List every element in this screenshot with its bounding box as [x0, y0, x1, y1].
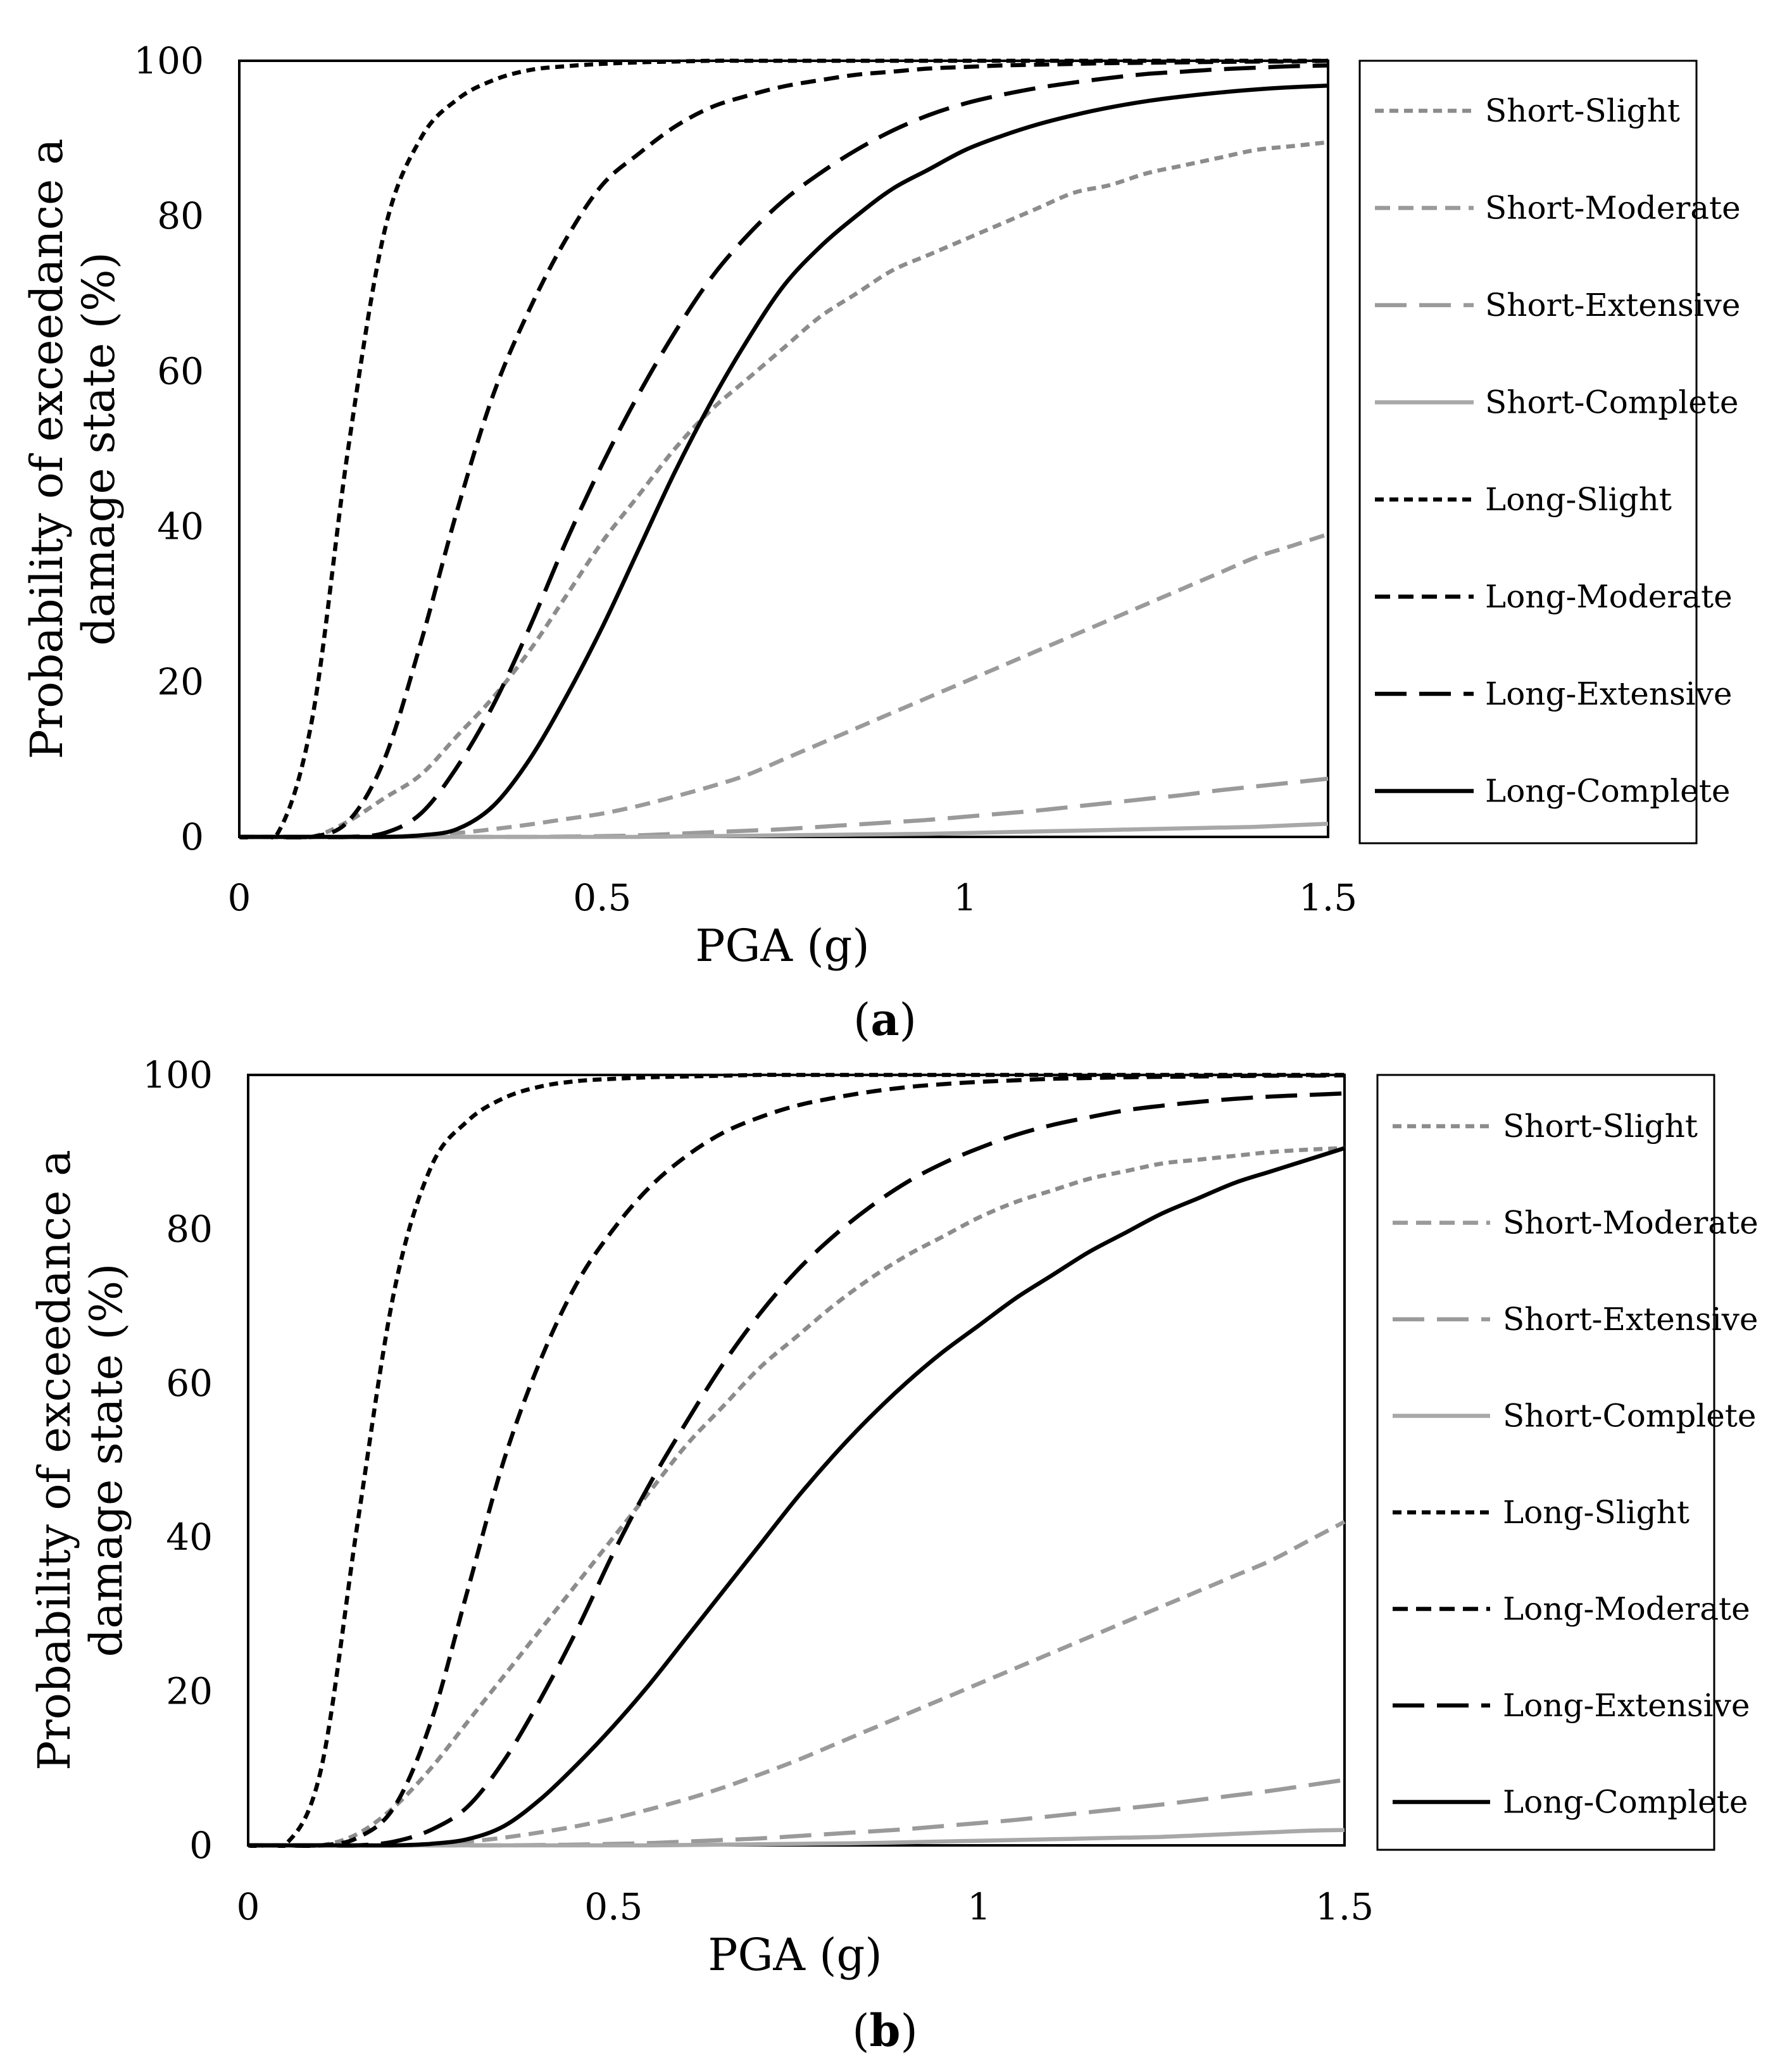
caption-letter: b: [870, 2004, 901, 2057]
x-tick-label: 1: [953, 876, 977, 919]
series-line-long-complete: [239, 83, 1329, 839]
series-line-short-slight: [248, 1146, 1345, 1848]
legend-label: Long-Complete: [1485, 773, 1730, 810]
legend-label: Short-Complete: [1485, 384, 1739, 421]
series-line-short-slight: [239, 140, 1329, 839]
y-tick-label: 0: [180, 815, 204, 858]
legend-frame: [1376, 1074, 1715, 1851]
y-tick-label: 20: [157, 660, 204, 703]
y-tick-label: 0: [189, 1824, 213, 1867]
legend-label: Short-Slight: [1485, 92, 1680, 129]
y-tick-label: 100: [134, 39, 204, 82]
y-tick-label: 80: [166, 1207, 213, 1250]
legend-label: Short-Moderate: [1485, 190, 1741, 227]
legend: Short-Slight Short-Moderate Short-Extensiv…: [1376, 1074, 1759, 1851]
x-tick-label: 0: [237, 1885, 260, 1928]
caption-open: (: [852, 2005, 869, 2057]
x-tick-label: 0.5: [573, 876, 631, 919]
panel-caption: (b): [852, 2004, 918, 2057]
series-line-long-complete: [248, 1146, 1345, 1848]
legend-label: Long-Moderate: [1503, 1591, 1750, 1628]
y-axis-title-line1: Probability of exceedance a: [21, 139, 73, 760]
y-axis-title-line2: damage state (%): [80, 1264, 132, 1657]
x-tick-label: 1.5: [1299, 876, 1357, 919]
series-group: [248, 1072, 1346, 1848]
y-axis-title-line2: damage state (%): [73, 252, 125, 646]
legend-frame: [1358, 60, 1698, 844]
chart-panel-a: 0 0.5 1 1.5 0 20 40 60 80 100 PGA (g) Probability o…: [21, 39, 1741, 1046]
caption-close: ): [900, 994, 917, 1046]
y-tick-label: 40: [166, 1516, 213, 1559]
y-tick-label: 60: [157, 349, 204, 392]
legend-label: Long-Slight: [1485, 481, 1672, 518]
legend-label: Long-Moderate: [1485, 579, 1733, 615]
y-tick-label: 20: [166, 1670, 213, 1713]
x-axis-title: PGA (g): [708, 1929, 882, 1981]
legend-label: Short-Slight: [1503, 1108, 1698, 1145]
series-line-long-slight: [248, 1072, 1345, 1848]
legend-label: Long-Complete: [1503, 1784, 1748, 1821]
legend-label: Short-Extensive: [1485, 287, 1741, 323]
caption-close: ): [900, 2005, 917, 2057]
y-tick-label: 60: [166, 1362, 213, 1405]
series-line-long-extensive: [239, 63, 1329, 839]
x-tick-label: 1: [967, 1885, 991, 1928]
y-tick-label: 100: [142, 1053, 213, 1096]
series-line-long-extensive: [248, 1091, 1345, 1848]
x-tick-label: 1.5: [1315, 1885, 1374, 1928]
legend-label: Short-Complete: [1503, 1398, 1757, 1435]
legend-label: Long-Extensive: [1503, 1687, 1750, 1724]
panel-caption: (a): [853, 993, 917, 1046]
series-group: [239, 58, 1329, 839]
y-axis-title-line1: Probability of exceedance a: [28, 1150, 80, 1771]
series-line-short-moderate: [248, 1520, 1346, 1848]
series-line-long-slight: [239, 58, 1328, 839]
legend-label: Long-Slight: [1503, 1494, 1690, 1531]
legend-label: Short-Extensive: [1503, 1301, 1759, 1338]
series-line-long-moderate: [239, 58, 1329, 839]
series-line-long-moderate: [248, 1073, 1345, 1848]
x-tick-label: 0: [228, 876, 251, 919]
series-line-short-moderate: [239, 532, 1329, 839]
caption-open: (: [853, 994, 870, 1046]
chart-panel-b: 0 0.5 1 1.5 0 20 40 60 80 100 PGA (g) Probability o…: [28, 1053, 1759, 2057]
legend-label: Short-Moderate: [1503, 1205, 1759, 1241]
x-tick-label: 0.5: [584, 1885, 643, 1928]
legend-label: Long-Extensive: [1485, 675, 1732, 712]
legend: Short-Slight Short-Moderate Short-Extensiv…: [1358, 60, 1741, 844]
y-tick-label: 80: [157, 194, 204, 237]
y-tick-label: 40: [157, 505, 204, 548]
x-axis-title: PGA (g): [695, 920, 869, 972]
caption-letter: a: [870, 993, 899, 1046]
plot-area-frame: [247, 1074, 1346, 1847]
